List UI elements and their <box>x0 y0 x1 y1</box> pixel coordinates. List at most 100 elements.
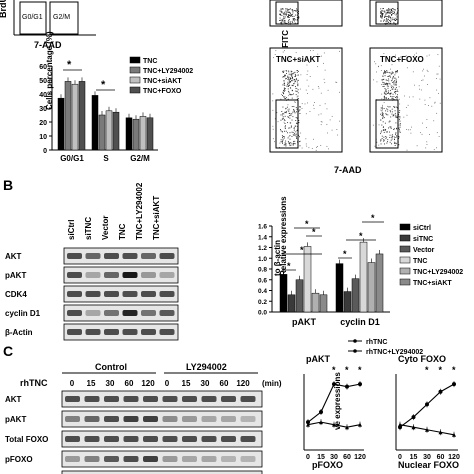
flow-event-dot <box>318 114 320 116</box>
flow-event-dot <box>291 75 293 77</box>
flow-event-dot <box>384 128 386 130</box>
flow-event-dot <box>284 115 286 117</box>
flow-event-dot <box>389 16 391 18</box>
blot-c-time: 120 <box>141 379 155 388</box>
flow-event-dot <box>392 76 394 78</box>
flow-event-dot <box>287 9 289 11</box>
blot-c-band <box>123 456 139 462</box>
flow-event-dot <box>381 112 383 114</box>
flow-event-dot <box>292 144 294 146</box>
flow-event-dot <box>309 76 311 77</box>
flow-event-dot <box>282 116 284 118</box>
flow-event-dot <box>390 92 391 94</box>
flow-event-dot <box>285 22 287 24</box>
flow-event-dot <box>386 85 388 87</box>
flow-event-dot <box>394 54 396 56</box>
flow-event-dot <box>299 109 301 111</box>
flow-event-dot <box>290 8 291 10</box>
blot-b-strip <box>63 285 179 303</box>
flow-event-dot <box>288 85 289 87</box>
bar-b-legend-swatch <box>399 234 411 242</box>
flow-event-dot <box>314 102 315 103</box>
flow-event-dot <box>291 113 293 115</box>
flow-event-dot <box>294 140 296 142</box>
expression-bar-chart: Relative expressions to β-actin 0.0 0.2 0.… <box>258 196 463 327</box>
flow-event-dot <box>298 122 300 124</box>
flow-event-dot <box>274 118 276 120</box>
flow-event-dot <box>305 113 307 115</box>
bar-a-bar <box>139 116 147 151</box>
flow-event-dot <box>398 98 400 100</box>
flow-event-dot <box>279 147 281 148</box>
flow-event-dot <box>393 136 395 138</box>
flow-event-dot <box>287 116 289 118</box>
flow-event-dot <box>383 126 384 128</box>
bar-a-legend-swatch <box>129 66 141 74</box>
flow-event-dot <box>423 68 424 70</box>
flow-event-dot <box>287 11 289 13</box>
flow-event-dot <box>304 103 306 105</box>
bar-b-legend-swatch <box>399 267 411 275</box>
flow-event-dot <box>390 127 392 129</box>
flow-event-dot <box>394 128 395 130</box>
flow-event-dot <box>391 10 393 12</box>
flow-event-dot <box>411 126 412 128</box>
flow-event-dot <box>392 17 394 19</box>
blot-c-time: 30 <box>201 379 210 388</box>
flow-event-dot <box>389 83 391 85</box>
bar-b-bar <box>279 274 288 313</box>
blot-b-band <box>67 291 82 297</box>
flow-event-dot <box>395 88 397 90</box>
flow-event-dot <box>384 72 386 74</box>
flow-event-dot <box>291 75 293 77</box>
flow-event-dot <box>422 70 424 72</box>
flow-event-dot <box>394 91 396 93</box>
bar-b-bar <box>311 292 320 313</box>
flow-event-dot <box>297 70 299 72</box>
flow-event-dot <box>427 84 428 85</box>
flow-event-dot <box>435 78 437 79</box>
flow-event-dot <box>295 14 296 16</box>
flow-event-dot <box>274 141 275 143</box>
flow-event-dot <box>294 125 296 127</box>
flow-event-dot <box>388 10 390 12</box>
flow-event-dot <box>396 70 398 72</box>
blot-b-band <box>159 272 175 278</box>
blot-c-band <box>221 416 236 422</box>
blot-c-band <box>104 396 119 402</box>
flow-event-dot <box>297 89 299 91</box>
flow-event-dot <box>380 20 382 22</box>
flow-event-dot <box>396 117 398 119</box>
flow-event-dot <box>386 20 388 22</box>
flow-event-dot <box>386 83 388 84</box>
flow-event-dot <box>394 17 396 19</box>
flow-event-dot <box>296 14 298 16</box>
line-title-pakt: pAKT <box>306 354 330 364</box>
flow-event-dot <box>392 88 394 90</box>
bar-b-legend-swatch <box>399 223 411 231</box>
blot-b-band <box>67 253 82 259</box>
bar-b-sig-star: * <box>300 245 304 255</box>
blot-c-band <box>65 396 80 402</box>
flow-event-dot <box>385 138 387 140</box>
flow-event-dot <box>287 98 289 100</box>
flow-event-dot <box>385 96 387 98</box>
line-sig-star: * <box>452 365 456 375</box>
blot-c-time: 0 <box>70 379 75 388</box>
flow-event-dot <box>382 79 384 81</box>
flow-event-dot <box>385 79 387 81</box>
line-sig-star: * <box>332 365 336 375</box>
flow-event-dot <box>320 144 322 146</box>
flow-event-dot <box>283 97 285 99</box>
flow-event-dot <box>297 9 298 11</box>
flow-event-dot <box>284 130 285 132</box>
flow-event-dot <box>282 93 284 95</box>
blot-c-band <box>143 456 158 462</box>
flow-event-dot <box>372 124 374 126</box>
flow-event-dot <box>306 74 308 75</box>
flow-event-dot <box>285 145 287 147</box>
flow-event-dot <box>289 85 291 87</box>
flow-event-dot <box>291 21 293 23</box>
flow-event-dot <box>290 15 292 17</box>
flow-event-dot <box>396 115 398 117</box>
